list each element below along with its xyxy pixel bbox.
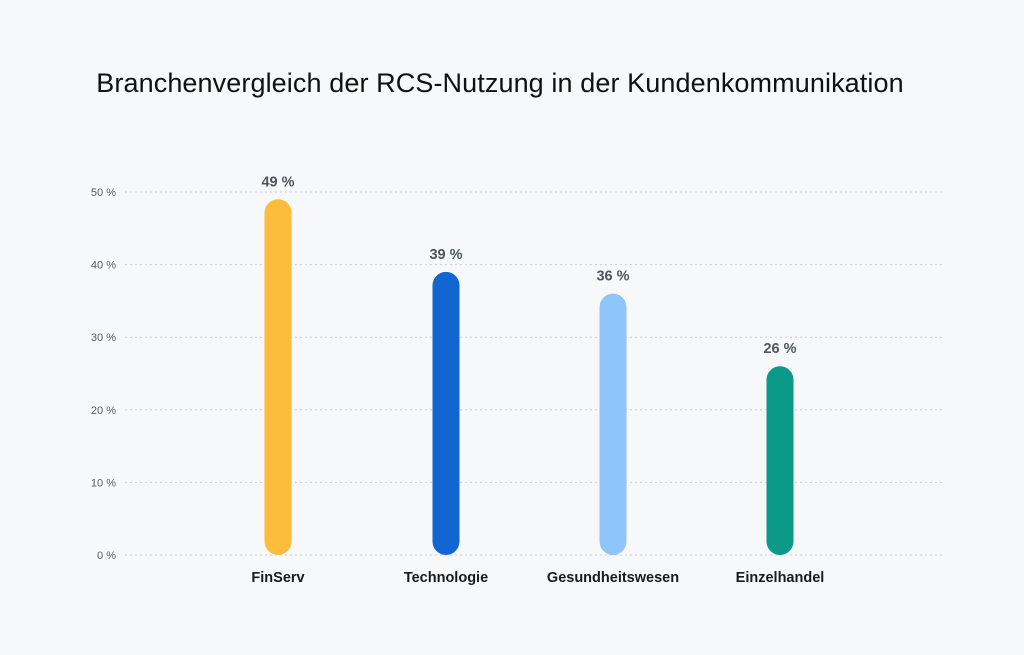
x-tick-label: Gesundheitswesen: [547, 570, 679, 586]
data-label: 39 %: [429, 247, 462, 263]
data-label: 36 %: [596, 269, 629, 285]
x-tick-label: Einzelhandel: [736, 570, 825, 586]
bar-technologie[interactable]: [432, 271, 460, 555]
data-label: 26 %: [763, 341, 796, 357]
y-tick-label: 0 %: [97, 550, 116, 562]
x-tick-label: FinServ: [251, 570, 304, 586]
y-tick-label: 30 %: [91, 332, 116, 344]
x-tick-label: Technologie: [404, 570, 488, 586]
chart-title: Branchenvergleich der RCS-Nutzung in der…: [96, 68, 904, 98]
y-tick-label: 50 %: [91, 187, 116, 199]
data-label: 49 %: [261, 174, 294, 190]
y-tick-label: 40 %: [91, 260, 116, 272]
bar-gesundheitswesen[interactable]: [599, 293, 627, 555]
bar-einzelhandel[interactable]: [766, 366, 794, 555]
bar-finserv[interactable]: [264, 199, 292, 555]
y-tick-label: 10 %: [91, 477, 116, 489]
y-tick-label: 20 %: [91, 405, 116, 417]
